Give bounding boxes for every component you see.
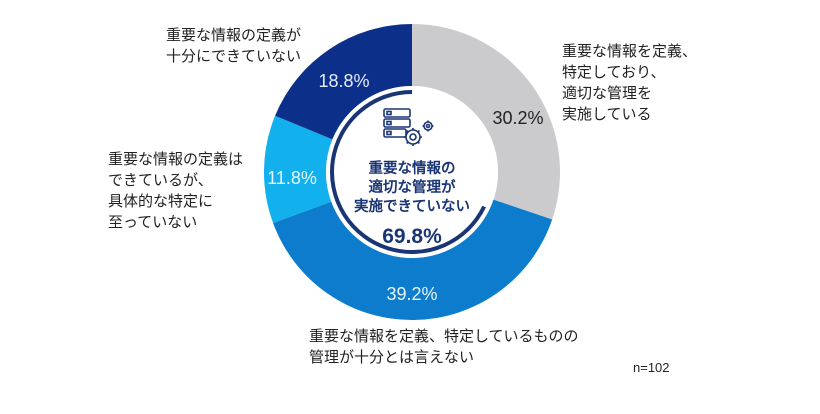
slice-percent-30-2: 30.2% — [492, 108, 543, 128]
sample-size: n=102 — [633, 360, 670, 375]
slice-percent-18-8: 18.8% — [318, 71, 369, 91]
center-title-line3: 実施できていない — [354, 197, 470, 215]
donut-slice-0 — [412, 24, 560, 220]
label-slice-defined-insufficient: 重要な情報を定義、特定しているものの 管理が十分とは言えない — [309, 327, 579, 366]
donut-slices — [264, 24, 560, 321]
center-title-line1: 重要な情報の — [369, 159, 456, 177]
slice-percent-11-8: 11.8% — [267, 168, 317, 188]
highlight-arc — [330, 90, 486, 254]
label-slice-defined-managed: 重要な情報を定義、 特定しており、 適切な管理を 実施している — [562, 42, 698, 123]
center-title-line2: 適切な管理が — [369, 178, 456, 196]
label-slice-defined-not-identified: 重要な情報の定義は できているが、 具体的な特定に 至っていない — [108, 150, 244, 231]
slice-percent-39-2: 39.2% — [386, 284, 437, 304]
label-slice-not-defined: 重要な情報の定義が 十分にできていない — [166, 26, 302, 65]
donut-slice-1 — [273, 199, 553, 321]
server-gear-icon — [383, 108, 434, 146]
donut-slice-2 — [264, 115, 333, 224]
donut-slice-3 — [275, 24, 412, 140]
center-value: 69.8% — [382, 225, 442, 248]
donut-hole — [326, 86, 498, 258]
